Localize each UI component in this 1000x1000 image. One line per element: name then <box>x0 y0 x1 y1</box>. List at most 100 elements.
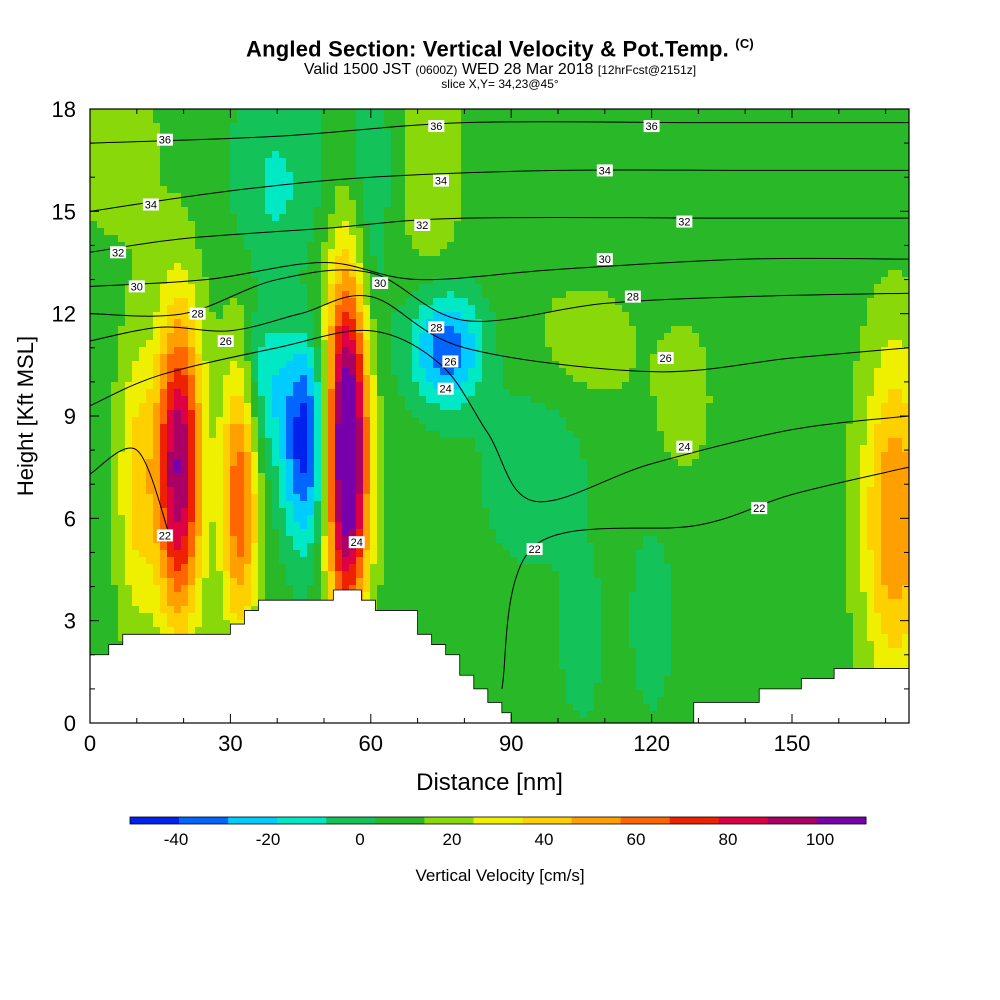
velocity-cell <box>888 305 896 313</box>
velocity-cell <box>237 207 245 215</box>
velocity-cell <box>650 319 658 327</box>
velocity-cell <box>489 228 497 236</box>
velocity-cell <box>314 284 322 292</box>
velocity-cell <box>328 221 336 229</box>
velocity-cell <box>748 319 756 327</box>
velocity-cell <box>741 221 749 229</box>
velocity-cell <box>657 340 665 348</box>
velocity-cell <box>650 228 658 236</box>
velocity-cell <box>804 109 812 117</box>
velocity-cell <box>251 333 259 341</box>
velocity-cell <box>671 235 679 243</box>
velocity-cell <box>188 228 196 236</box>
velocity-cell <box>426 403 434 411</box>
velocity-cell <box>881 284 889 292</box>
velocity-cell <box>118 123 126 131</box>
velocity-cell <box>202 186 210 194</box>
velocity-cell <box>237 144 245 152</box>
velocity-cell <box>727 291 735 299</box>
velocity-cell <box>160 333 168 341</box>
velocity-cell <box>517 361 525 369</box>
velocity-cell <box>671 284 679 292</box>
velocity-cell <box>251 368 259 376</box>
velocity-cell <box>706 326 714 334</box>
velocity-cell <box>566 207 574 215</box>
velocity-cell <box>370 326 378 334</box>
velocity-cell <box>447 158 455 166</box>
velocity-cell <box>482 361 490 369</box>
velocity-cell <box>167 340 175 348</box>
velocity-cell <box>622 249 630 257</box>
velocity-cell <box>580 382 588 390</box>
velocity-cell <box>622 123 630 131</box>
velocity-cell <box>636 116 644 124</box>
velocity-cell <box>202 319 210 327</box>
velocity-cell <box>272 256 280 264</box>
velocity-cell <box>853 340 861 348</box>
velocity-cell <box>475 158 483 166</box>
velocity-cell <box>797 382 805 390</box>
velocity-cell <box>734 144 742 152</box>
velocity-cell <box>559 270 567 278</box>
velocity-cell <box>776 298 784 306</box>
velocity-cell <box>846 249 854 257</box>
velocity-cell <box>720 298 728 306</box>
velocity-cell <box>867 368 875 376</box>
velocity-cell <box>426 116 434 124</box>
velocity-cell <box>811 193 819 201</box>
velocity-cell <box>272 291 280 299</box>
velocity-cell <box>804 333 812 341</box>
velocity-cell <box>307 172 315 180</box>
velocity-cell <box>496 333 504 341</box>
velocity-cell <box>153 291 161 299</box>
velocity-cell <box>349 144 357 152</box>
velocity-cell <box>167 284 175 292</box>
velocity-cell <box>741 340 749 348</box>
velocity-cell <box>412 375 420 383</box>
velocity-cell <box>874 361 882 369</box>
velocity-cell <box>524 207 532 215</box>
velocity-cell <box>713 298 721 306</box>
velocity-cell <box>342 130 350 138</box>
velocity-cell <box>251 326 259 334</box>
velocity-cell <box>412 165 420 173</box>
velocity-cell <box>181 298 189 306</box>
velocity-cell <box>419 186 427 194</box>
velocity-cell <box>510 340 518 348</box>
velocity-cell <box>230 179 238 187</box>
velocity-cell <box>608 137 616 145</box>
velocity-cell <box>482 172 490 180</box>
velocity-cell <box>391 256 399 264</box>
velocity-cell <box>671 165 679 173</box>
velocity-cell <box>531 200 539 208</box>
velocity-cell <box>755 361 763 369</box>
velocity-cell <box>258 172 266 180</box>
velocity-cell <box>230 403 238 411</box>
velocity-cell <box>748 249 756 257</box>
velocity-cell <box>510 242 518 250</box>
velocity-cell <box>251 116 259 124</box>
velocity-cell <box>286 116 294 124</box>
velocity-cell <box>510 172 518 180</box>
velocity-cell <box>867 298 875 306</box>
velocity-cell <box>566 221 574 229</box>
velocity-cell <box>475 305 483 313</box>
velocity-cell <box>104 403 112 411</box>
velocity-cell <box>755 284 763 292</box>
velocity-cell <box>664 312 672 320</box>
velocity-cell <box>377 214 385 222</box>
velocity-cell <box>860 284 868 292</box>
velocity-cell <box>118 193 126 201</box>
velocity-cell <box>559 340 567 348</box>
velocity-cell <box>125 354 133 362</box>
velocity-cell <box>657 256 665 264</box>
velocity-cell <box>489 263 497 271</box>
velocity-cell <box>454 130 462 138</box>
velocity-cell <box>258 333 266 341</box>
velocity-cell <box>139 221 147 229</box>
velocity-cell <box>629 263 637 271</box>
velocity-cell <box>286 305 294 313</box>
velocity-cell <box>727 165 735 173</box>
velocity-cell <box>832 130 840 138</box>
velocity-cell <box>279 151 287 159</box>
